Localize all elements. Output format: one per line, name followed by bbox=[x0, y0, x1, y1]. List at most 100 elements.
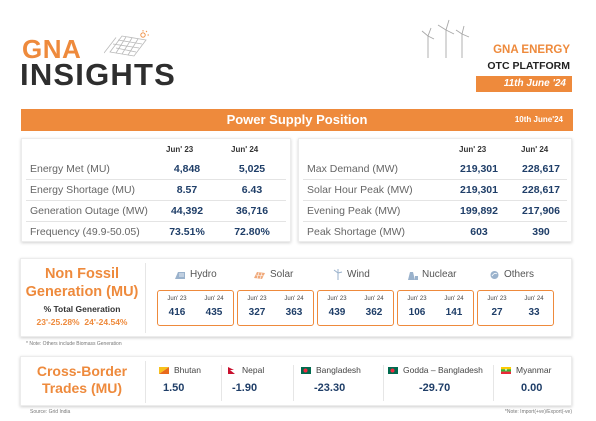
wind-jun23: 439 bbox=[328, 307, 346, 318]
divider bbox=[145, 263, 146, 333]
report-date: 11th June '24 bbox=[476, 76, 572, 92]
value-jun24: 5,025 bbox=[238, 163, 266, 175]
share-2024: 24'-24.54% bbox=[84, 317, 128, 327]
generation-outage-row: Generation Outage (MW) 44,392 36,716 bbox=[26, 201, 286, 222]
value-jun23: 199,892 bbox=[460, 205, 498, 217]
cross-border-panel: Cross-Border Trades (MU) Bhutan 1.50 Nep… bbox=[20, 356, 572, 406]
bangladesh-flag-icon bbox=[388, 366, 398, 374]
value-jun23: 219,301 bbox=[460, 184, 498, 196]
year-jun24: Jun' 24 bbox=[204, 296, 224, 302]
row-label: Energy Shortage (MU) bbox=[30, 184, 136, 196]
row-label: Peak Shortage (MW) bbox=[307, 226, 406, 238]
biomass-note: * Note: Others include Biomass Generatio… bbox=[26, 341, 122, 347]
others-values: Jun' 23 Jun' 24 27 33 bbox=[477, 290, 554, 326]
separator bbox=[293, 365, 294, 401]
row-label: Generation Outage (MW) bbox=[30, 205, 148, 217]
non-fossil-panel: Non Fossil Generation (MU) % Total Gener… bbox=[20, 258, 572, 337]
wind-turbine-icon bbox=[333, 269, 343, 280]
value-jun24: 228,617 bbox=[522, 163, 560, 175]
bangladesh-flag-icon bbox=[301, 366, 311, 374]
solar-jun23: 327 bbox=[248, 307, 266, 318]
power-supply-title: Power Supply Position bbox=[226, 112, 368, 127]
col-header-jun24: Jun' 24 bbox=[231, 145, 259, 154]
non-fossil-title-line2: Generation (MU) bbox=[25, 284, 139, 300]
hydro-header: Hydro bbox=[174, 269, 217, 280]
value-jun23: 8.57 bbox=[176, 184, 198, 196]
solar-values: Jun' 23 Jun' 24 327 363 bbox=[237, 290, 314, 326]
divider bbox=[145, 361, 146, 403]
myanmar-label: Myanmar bbox=[516, 365, 552, 375]
wind-values: Jun' 23 Jun' 24 439 362 bbox=[317, 290, 394, 326]
value-jun23: 219,301 bbox=[460, 163, 498, 175]
bhutan-value: 1.50 bbox=[163, 382, 185, 394]
cross-border-title: Cross-Border Trades (MU) bbox=[21, 363, 143, 397]
value-jun23: 44,392 bbox=[170, 205, 204, 217]
power-supply-right-panel: Jun' 23 Jun' 24 Max Demand (MW) 219,301 … bbox=[298, 138, 572, 242]
row-label: Energy Met (MU) bbox=[30, 163, 110, 175]
nuclear-jun23: 106 bbox=[408, 307, 426, 318]
value-jun24: 72.80% bbox=[234, 226, 270, 238]
row-label: Solar Hour Peak (MW) bbox=[307, 184, 413, 196]
share-2023: 23'-25.28% bbox=[36, 317, 80, 327]
year-jun24: Jun' 24 bbox=[364, 296, 384, 302]
wind-header: Wind bbox=[333, 269, 370, 280]
nepal-value: -1.90 bbox=[232, 382, 258, 394]
nuclear-plant-icon bbox=[408, 271, 418, 280]
col-header-jun24: Jun' 24 bbox=[521, 145, 549, 154]
value-jun24: 36,716 bbox=[235, 205, 269, 217]
nuclear-label: Nuclear bbox=[422, 269, 457, 280]
nepal-flag-icon bbox=[228, 366, 235, 374]
frequency-row: Frequency (49.9-50.05) 73.51% 72.80% bbox=[26, 222, 286, 243]
solar-label: Solar bbox=[270, 269, 294, 280]
year-jun24: Jun' 24 bbox=[284, 296, 304, 302]
solar-header: Solar bbox=[253, 269, 293, 280]
year-jun23: Jun' 23 bbox=[247, 296, 267, 302]
bhutan-header: Bhutan bbox=[159, 365, 201, 375]
year-jun23: Jun' 23 bbox=[167, 296, 187, 302]
non-fossil-title: Non Fossil Generation (MU) bbox=[21, 265, 143, 301]
separator bbox=[383, 365, 384, 401]
year-jun24: Jun' 24 bbox=[444, 296, 464, 302]
value-jun24: 217,906 bbox=[522, 205, 560, 217]
godda-bangladesh-header: Godda – Bangladesh bbox=[388, 365, 483, 375]
hydro-jun23: 416 bbox=[168, 307, 186, 318]
row-label: Evening Peak (MW) bbox=[307, 205, 401, 217]
godda-bangladesh-value: -29.70 bbox=[419, 382, 451, 394]
bangladesh-value: -23.30 bbox=[314, 382, 346, 394]
value-jun24: 390 bbox=[532, 226, 550, 238]
brand-name: GNA ENERGY bbox=[493, 44, 570, 56]
others-header: Others bbox=[489, 269, 534, 280]
energy-shortage-row: Energy Shortage (MU) 8.57 6.43 bbox=[26, 180, 286, 201]
cross-border-title-line2: Trades (MU) bbox=[41, 380, 123, 396]
max-demand-row: Max Demand (MW) 219,301 228,617 bbox=[303, 159, 567, 180]
year-jun23: Jun' 23 bbox=[327, 296, 347, 302]
bangladesh-header: Bangladesh bbox=[301, 365, 361, 375]
value-jun24: 6.43 bbox=[241, 184, 263, 196]
peak-shortage-row: Peak Shortage (MW) 603 390 bbox=[303, 222, 567, 243]
data-source: Source: Grid India bbox=[30, 409, 71, 415]
value-jun24: 228,617 bbox=[522, 184, 560, 196]
row-label: Max Demand (MW) bbox=[307, 163, 399, 175]
power-supply-title-bar: Power Supply Position 10th June'24 bbox=[21, 109, 573, 131]
others-jun23: 27 bbox=[491, 307, 503, 318]
import-export-note: *Note: Import(+ve)/Export(-ve) bbox=[504, 409, 572, 415]
row-label: Frequency (49.9-50.05) bbox=[30, 226, 140, 238]
platform-name: OTC PLATFORM bbox=[487, 60, 570, 72]
power-supply-date: 10th June'24 bbox=[514, 115, 563, 124]
col-header-jun23: Jun' 23 bbox=[459, 145, 487, 154]
hydro-label: Hydro bbox=[190, 269, 217, 280]
hydro-jun24: 435 bbox=[205, 307, 223, 318]
bhutan-flag-icon bbox=[159, 366, 169, 374]
solar-jun24: 363 bbox=[285, 307, 303, 318]
value-jun23: 603 bbox=[470, 226, 488, 238]
total-generation-label: % Total Generation bbox=[43, 304, 121, 314]
nuclear-values: Jun' 23 Jun' 24 106 141 bbox=[397, 290, 474, 326]
myanmar-header: Myanmar bbox=[501, 365, 551, 375]
separator bbox=[221, 365, 222, 401]
year-jun24: Jun' 24 bbox=[524, 296, 544, 302]
godda-bangladesh-label: Godda – Bangladesh bbox=[403, 365, 483, 375]
nepal-label: Nepal bbox=[242, 365, 265, 375]
others-jun24: 33 bbox=[528, 307, 540, 318]
nepal-header: Nepal bbox=[227, 365, 264, 375]
solar-panel-logo-icon bbox=[104, 30, 149, 57]
